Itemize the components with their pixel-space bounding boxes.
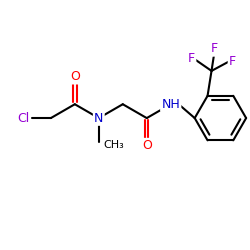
Text: O: O	[142, 139, 152, 152]
Text: F: F	[229, 55, 236, 68]
Text: N: N	[94, 112, 104, 124]
Text: NH: NH	[161, 98, 180, 111]
Text: Cl: Cl	[17, 112, 29, 124]
Text: O: O	[70, 70, 80, 83]
Text: F: F	[188, 52, 195, 65]
Text: CH₃: CH₃	[104, 140, 124, 149]
Text: F: F	[211, 42, 218, 56]
